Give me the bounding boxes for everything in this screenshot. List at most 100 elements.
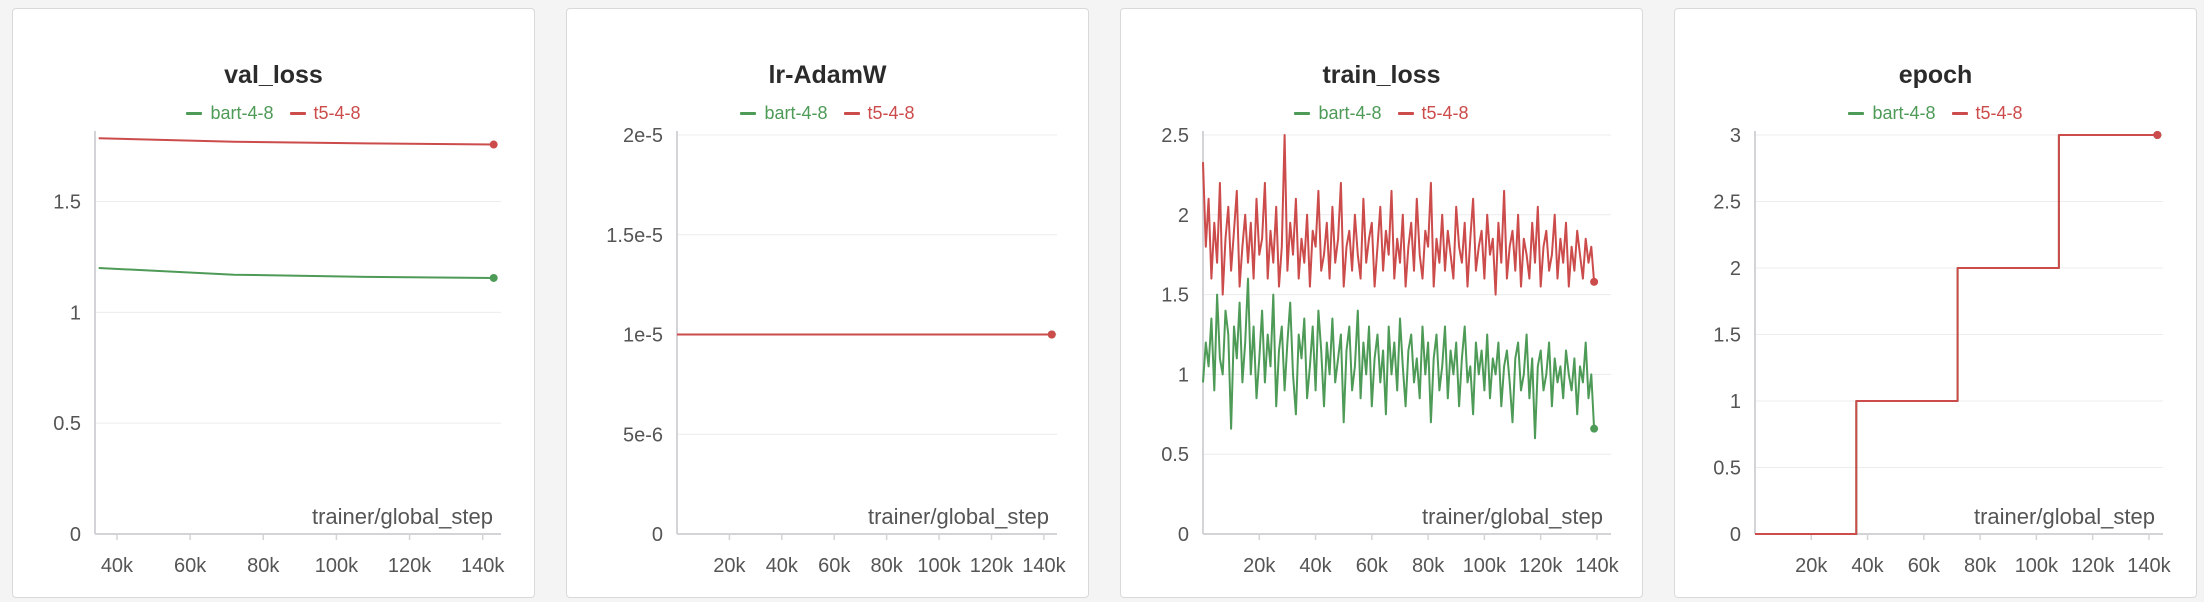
y-tick-label: 5e-6 <box>623 424 663 446</box>
chart-panel-train-loss: train_loss bart-4-8 t5-4-8 0 0.5 1 1.5 2 2.5 2… <box>1120 8 1643 598</box>
x-tick-label: 80k <box>247 555 280 577</box>
x-tick-label: 140k <box>461 555 505 577</box>
x-tick-label: 40k <box>101 555 134 577</box>
x-axis-title: trainer/global_step <box>1422 504 1603 529</box>
x-axis-title: trainer/global_step <box>1974 504 2155 529</box>
y-tick-label: 1.5 <box>1161 285 1189 307</box>
legend-label: t5-4-8 <box>1975 103 2023 123</box>
x-tick-label: 60k <box>818 555 851 577</box>
x-tick-label: 120k <box>2071 555 2115 577</box>
x-tick-label: 100k <box>1463 555 1507 577</box>
legend-swatch <box>1294 112 1311 115</box>
y-tick-label: 1.5 <box>1713 325 1741 347</box>
y-tick-label: 0.5 <box>1713 458 1741 480</box>
legend-label: bart-4-8 <box>1872 103 1936 123</box>
chart-legend: bart-4-8 t5-4-8 <box>13 103 534 124</box>
chart-plot[interactable]: 0 0.5 1 1.5 2 2.5 20k 40k 60k 80k 100k 120k 140k trai… <box>1121 9 1644 599</box>
chart-title: epoch <box>1898 61 1973 89</box>
legend-item-t5[interactable]: t5-4-8 <box>1397 103 1469 124</box>
chart-plot[interactable]: 0 0.5 1 1.5 2 2.5 3 20k 40k 60k 80k 100k 120k 140k tra… <box>1675 9 2198 599</box>
y-tick-label: 1e-5 <box>623 325 663 347</box>
y-tick-label: 2e-5 <box>623 125 663 147</box>
y-tick-label: 2 <box>1178 205 1189 227</box>
x-tick-label: 100k <box>315 555 359 577</box>
y-tick-label: 0.5 <box>1161 444 1189 466</box>
series-endpoint-t5-4-8[interactable] <box>2153 131 2162 139</box>
legend-item-bart[interactable]: bart-4-8 <box>1848 103 1936 124</box>
chart-panel-lr-adamw: lr-AdamW bart-4-8 t5-4-8 0 5e-6 1e-5 1.5e-5… <box>566 8 1089 598</box>
x-tick-label: 40k <box>1851 555 1884 577</box>
legend-item-t5[interactable]: t5-4-8 <box>1951 103 2023 124</box>
x-tick-label: 140k <box>2127 555 2171 577</box>
legend-label: bart-4-8 <box>210 103 274 123</box>
y-tick-label: 1 <box>1178 364 1189 386</box>
series-endpoint-bart-4-8[interactable] <box>489 273 498 282</box>
chart-plot[interactable]: 0 5e-6 1e-5 1.5e-5 2e-5 20k 40k 60k 80k 100k 120k 1… <box>567 9 1090 599</box>
x-tick-label: 140k <box>1575 555 1619 577</box>
series-endpoint-bart-4-8[interactable] <box>1590 424 1599 433</box>
legend-label: t5-4-8 <box>313 103 361 123</box>
y-tick-label: 3 <box>1730 125 1741 147</box>
x-axis-title: trainer/global_step <box>312 504 493 529</box>
legend-item-t5[interactable]: t5-4-8 <box>289 103 361 124</box>
x-tick-label: 120k <box>388 555 432 577</box>
legend-swatch <box>740 112 757 115</box>
y-tick-label: 2.5 <box>1713 192 1741 214</box>
x-tick-label: 80k <box>1412 555 1445 577</box>
x-tick-label: 120k <box>970 555 1014 577</box>
y-tick-label: 2.5 <box>1161 125 1189 147</box>
legend-label: t5-4-8 <box>867 103 915 123</box>
x-tick-label: 80k <box>871 555 904 577</box>
y-tick-label: 0 <box>70 524 81 546</box>
legend-swatch <box>186 112 203 115</box>
chart-plot[interactable]: 0 0.5 1 1.5 40k 60k 80k 100k 120k 140k trainer/glo… <box>13 9 536 599</box>
chart-title: val_loss <box>224 61 323 89</box>
series-endpoint-t5-4-8[interactable] <box>489 140 498 149</box>
x-tick-label: 40k <box>766 555 799 577</box>
x-tick-label: 100k <box>2015 555 2059 577</box>
legend-label: bart-4-8 <box>764 103 828 123</box>
y-tick-label: 0 <box>1178 524 1189 546</box>
legend-item-t5[interactable]: t5-4-8 <box>843 103 915 124</box>
x-tick-label: 140k <box>1022 555 1066 577</box>
x-tick-label: 60k <box>1908 555 1941 577</box>
x-tick-label: 100k <box>917 555 961 577</box>
chart-title: lr-AdamW <box>768 61 887 89</box>
chart-title: train_loss <box>1322 61 1441 89</box>
legend-swatch <box>843 112 860 115</box>
y-tick-label: 0 <box>652 524 663 546</box>
chart-legend: bart-4-8 t5-4-8 <box>567 103 1088 124</box>
legend-item-bart[interactable]: bart-4-8 <box>740 103 828 124</box>
x-tick-label: 40k <box>1299 555 1332 577</box>
legend-item-bart[interactable]: bart-4-8 <box>1294 103 1382 124</box>
series-endpoint-t5-4-8[interactable] <box>1047 330 1056 339</box>
chart-legend: bart-4-8 t5-4-8 <box>1121 103 1642 124</box>
chart-panel-val-loss: val_loss bart-4-8 t5-4-8 0 0.5 1 1.5 40k 60k 8… <box>12 8 535 598</box>
legend-label: bart-4-8 <box>1318 103 1382 123</box>
series-line-t5-4-8[interactable] <box>98 137 494 146</box>
x-tick-label: 80k <box>1964 555 1997 577</box>
x-tick-label: 20k <box>1795 555 1828 577</box>
x-tick-label: 20k <box>713 555 746 577</box>
y-tick-label: 0 <box>1730 524 1741 546</box>
y-tick-label: 1.5e-5 <box>606 225 663 247</box>
legend-swatch <box>1951 112 1968 115</box>
series-line-bart-4-8[interactable] <box>98 267 494 279</box>
legend-swatch <box>289 112 306 115</box>
series-endpoint-t5-4-8[interactable] <box>1590 277 1599 286</box>
legend-label: t5-4-8 <box>1421 103 1469 123</box>
x-tick-label: 60k <box>1356 555 1389 577</box>
series-line-bart-4-8[interactable] <box>1202 277 1596 440</box>
y-tick-label: 2 <box>1730 258 1741 280</box>
legend-swatch <box>1848 112 1865 115</box>
x-axis-title: trainer/global_step <box>868 504 1049 529</box>
series-line-t5-4-8[interactable] <box>1202 134 1596 296</box>
y-tick-label: 1 <box>1730 391 1741 413</box>
chart-legend: bart-4-8 t5-4-8 <box>1675 103 2196 124</box>
x-tick-label: 120k <box>1519 555 1563 577</box>
legend-swatch <box>1397 112 1414 115</box>
x-tick-label: 20k <box>1243 555 1276 577</box>
legend-item-bart[interactable]: bart-4-8 <box>186 103 274 124</box>
series-line-t5-4-8[interactable] <box>1755 134 2158 535</box>
chart-panel-epoch: epoch bart-4-8 t5-4-8 0 0.5 1 1.5 2 2.5 3 20k 40… <box>1674 8 2197 598</box>
